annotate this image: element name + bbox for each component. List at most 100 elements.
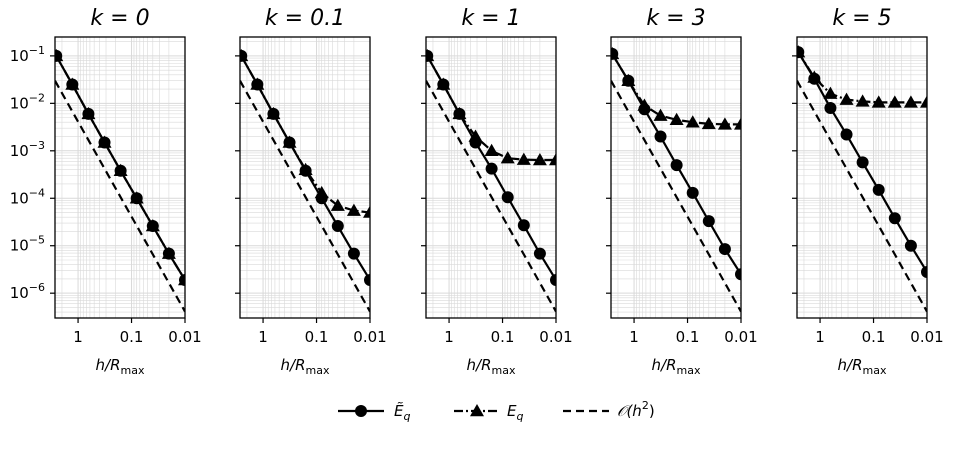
y-tick-exponent: −6 bbox=[29, 281, 45, 294]
legend-label: 𝒪(h2) bbox=[617, 399, 655, 420]
x-tick-label: 0.01 bbox=[539, 328, 572, 346]
panel-4: 1 0.1 0.01 k = 3 h/Rmax bbox=[606, 6, 758, 377]
x-axis-label-sub: max bbox=[492, 364, 516, 377]
eq-tilde-marker bbox=[82, 107, 95, 120]
axes-frame bbox=[425, 36, 557, 319]
y-tick-label: 10−6 bbox=[10, 281, 45, 302]
eq-tilde-marker bbox=[921, 265, 927, 278]
eq-tilde-marker bbox=[55, 49, 63, 62]
eq-tilde-marker bbox=[501, 191, 514, 204]
grid bbox=[797, 37, 927, 318]
eq-marker bbox=[887, 95, 902, 108]
eq-marker bbox=[839, 92, 854, 105]
eq-tilde-marker bbox=[638, 103, 651, 116]
x-tick-label: 0.01 bbox=[724, 328, 757, 346]
series-oh2-line bbox=[240, 80, 370, 313]
series-eq-line bbox=[240, 55, 370, 214]
eq-tilde-marker bbox=[888, 212, 901, 225]
legend-symbol: Ẽ bbox=[394, 401, 404, 420]
legend-label: Eq bbox=[507, 402, 523, 423]
eq-tilde-marker bbox=[824, 101, 837, 114]
eq-tilde-marker bbox=[364, 273, 370, 286]
x-tick-label: 0.01 bbox=[168, 328, 201, 346]
plot-area bbox=[55, 48, 185, 313]
eq-tilde-marker bbox=[283, 136, 296, 149]
eq-marker bbox=[346, 203, 361, 216]
x-tick-label: 1 bbox=[73, 328, 83, 346]
eq-marker bbox=[701, 116, 716, 130]
axes-frame bbox=[610, 36, 742, 319]
eq-marker bbox=[920, 95, 927, 108]
y-tick-label: 10−2 bbox=[10, 91, 45, 112]
x-tick-label: 1 bbox=[629, 328, 639, 346]
y-tick-mantissa: 10 bbox=[10, 47, 29, 65]
eq-tilde-marker bbox=[98, 136, 111, 149]
series-oh2-line bbox=[426, 80, 556, 313]
eq-marker bbox=[823, 86, 838, 99]
panel-title: k = 0 bbox=[90, 6, 149, 31]
eq-tilde-marker bbox=[251, 78, 264, 91]
eq-marker bbox=[734, 117, 741, 130]
x-axis-label-main: h/R bbox=[467, 356, 492, 374]
legend-close-paren: ) bbox=[649, 402, 655, 420]
eq-marker bbox=[500, 151, 515, 164]
eq-marker bbox=[903, 95, 918, 108]
legend: Ẽq Eq 𝒪(h2) bbox=[338, 399, 655, 423]
legend-entry-eq: Eq bbox=[454, 402, 523, 423]
x-tick-label: 0.01 bbox=[353, 328, 386, 346]
legend-symbol: E bbox=[507, 402, 517, 420]
x-tick-label: 1 bbox=[444, 328, 454, 346]
plot-area bbox=[797, 45, 927, 313]
eq-tilde-marker bbox=[240, 49, 248, 62]
y-tick-mantissa: 10 bbox=[10, 189, 29, 207]
eq-tilde-marker bbox=[797, 46, 805, 59]
x-tick-label: 0.1 bbox=[676, 328, 700, 346]
x-axis-label-sub: max bbox=[306, 364, 330, 377]
legend-circle-marker bbox=[355, 405, 367, 417]
eq-tilde-marker bbox=[872, 183, 885, 196]
eq-tilde-marker bbox=[735, 268, 741, 281]
plot-area bbox=[240, 48, 370, 313]
eq-tilde-marker bbox=[840, 128, 853, 141]
x-tick-label: 0.01 bbox=[910, 328, 943, 346]
eq-tilde-marker bbox=[315, 192, 328, 205]
eq-tilde-marker bbox=[469, 136, 482, 149]
eq-tilde-marker bbox=[114, 164, 127, 177]
eq-tilde-marker bbox=[904, 239, 917, 252]
y-tick-label: 10−1 bbox=[10, 44, 45, 65]
eq-marker bbox=[685, 115, 700, 128]
y-tick-label: 10−3 bbox=[10, 139, 45, 160]
y-tick-label: 10−5 bbox=[10, 234, 45, 255]
y-tick-exponent: −3 bbox=[29, 139, 45, 152]
eq-marker bbox=[532, 153, 547, 166]
eq-tilde-marker bbox=[331, 220, 344, 233]
x-axis-label-main: h/R bbox=[652, 356, 677, 374]
panel-5: 1 0.1 0.01 k = 5 h/Rmax bbox=[792, 6, 944, 377]
eq-marker bbox=[330, 198, 345, 211]
eq-marker bbox=[871, 95, 886, 108]
legend-subscript: q bbox=[403, 410, 410, 423]
x-axis-label-sub: max bbox=[863, 364, 887, 377]
panel-title: k = 0.1 bbox=[265, 6, 345, 31]
plot-area bbox=[426, 48, 556, 313]
eq-marker bbox=[363, 205, 370, 218]
panel-2: 1 0.1 0.01 k = 0.1 h/Rmax bbox=[235, 6, 387, 377]
eq-tilde-marker bbox=[453, 107, 466, 120]
eq-tilde-marker bbox=[611, 47, 619, 60]
y-tick-label: 10−4 bbox=[10, 186, 45, 207]
x-tick-label: 0.1 bbox=[305, 328, 329, 346]
eq-tilde-marker bbox=[808, 72, 821, 85]
plot-area bbox=[611, 46, 741, 313]
legend-entry-eq-tilde: Ẽq bbox=[338, 401, 410, 423]
x-axis-label-main: h/R bbox=[281, 356, 306, 374]
x-tick-label: 0.1 bbox=[862, 328, 886, 346]
axes-frame bbox=[796, 36, 928, 319]
x-tick-label: 1 bbox=[258, 328, 268, 346]
legend-superscript: 2 bbox=[642, 399, 649, 412]
x-axis-label: h/Rmax bbox=[652, 356, 701, 377]
eq-tilde-marker bbox=[856, 156, 869, 169]
grid bbox=[55, 37, 185, 318]
x-axis-label: h/Rmax bbox=[96, 356, 145, 377]
x-axis-label-main: h/R bbox=[96, 356, 121, 374]
eq-tilde-marker bbox=[533, 247, 546, 260]
